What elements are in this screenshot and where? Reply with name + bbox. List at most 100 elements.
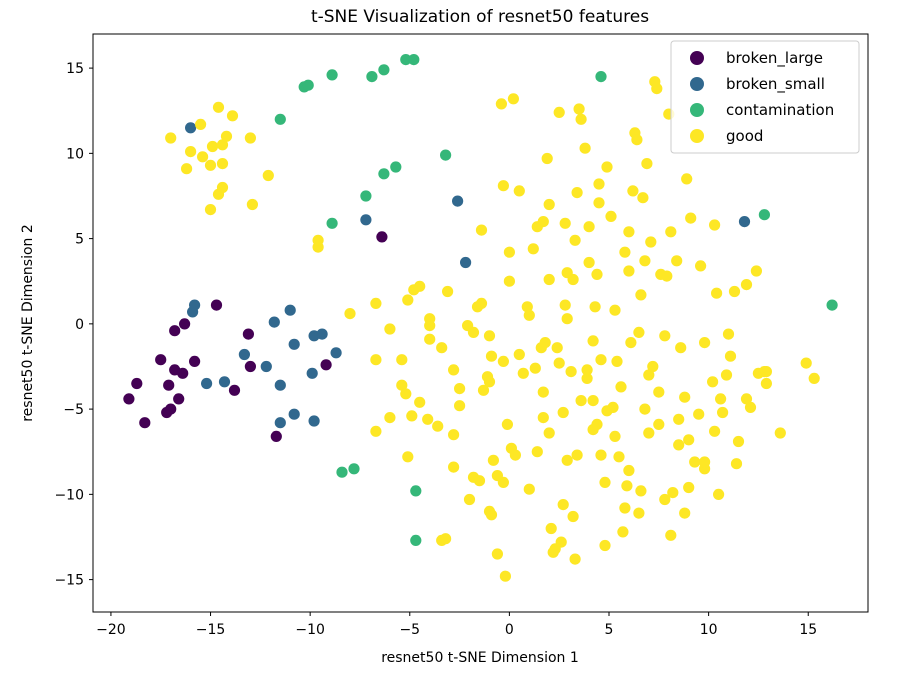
point-good-190 <box>551 342 563 354</box>
point-good-121 <box>619 502 631 514</box>
x-axis-ticks: −20 −15 −10 −5 0 5 10 15 <box>96 612 817 638</box>
point-good-63 <box>497 355 509 367</box>
point-broken_small-8 <box>274 379 286 391</box>
point-broken_large-5 <box>163 379 175 391</box>
point-good-19 <box>312 234 324 246</box>
point-good-38 <box>424 333 436 345</box>
legend-label-broken_small: broken_small <box>726 75 825 94</box>
point-good-172 <box>744 401 757 413</box>
legend-label-contamination: contamination <box>726 101 834 119</box>
x-tick-label-6: 10 <box>700 622 718 638</box>
point-contamination-0 <box>274 113 286 125</box>
point-good-162 <box>713 488 725 500</box>
point-broken_small-21 <box>738 216 751 228</box>
point-good-210 <box>583 221 595 233</box>
point-good-37 <box>424 313 436 325</box>
point-contamination-18 <box>758 209 771 221</box>
points-layer <box>123 54 838 582</box>
point-broken_small-5 <box>238 348 250 361</box>
point-good-212 <box>463 493 476 506</box>
point-good-72 <box>517 367 529 379</box>
point-broken_large-0 <box>123 393 135 405</box>
point-good-111 <box>595 354 607 366</box>
point-good-8 <box>212 101 225 113</box>
point-good-135 <box>645 236 657 248</box>
point-good-84 <box>545 522 557 535</box>
point-contamination-8 <box>366 71 378 83</box>
point-broken_small-13 <box>306 367 318 379</box>
point-good-122 <box>619 246 631 258</box>
point-broken_small-9 <box>274 417 286 429</box>
y-tick-label-0: −15 <box>54 573 84 589</box>
point-broken_large-15 <box>242 328 254 340</box>
point-good-51 <box>475 224 488 236</box>
point-good-204 <box>432 420 444 432</box>
point-broken_small-19 <box>452 195 464 207</box>
x-tick-label-0: −20 <box>96 622 126 638</box>
point-good-26 <box>396 354 408 366</box>
y-tick-label-4: 5 <box>75 232 84 248</box>
point-good-82 <box>543 273 555 286</box>
x-tick-label-7: 15 <box>799 622 817 638</box>
point-good-104 <box>583 256 595 269</box>
point-good-176 <box>760 377 773 390</box>
point-good-113 <box>599 476 611 488</box>
point-contamination-14 <box>410 485 422 497</box>
point-good-194 <box>635 485 647 497</box>
point-contamination-9 <box>378 168 390 180</box>
point-contamination-2 <box>302 79 314 91</box>
point-broken_large-2 <box>139 417 151 429</box>
point-good-126 <box>627 185 639 197</box>
y-tick-label-5: 10 <box>66 146 84 162</box>
point-good-45 <box>454 400 466 412</box>
point-good-145 <box>665 226 677 238</box>
point-good-91 <box>559 217 571 229</box>
point-good-171 <box>740 393 753 405</box>
point-good-156 <box>695 260 707 272</box>
point-good-12 <box>216 181 229 194</box>
point-good-16 <box>246 198 258 211</box>
point-good-221 <box>720 369 733 381</box>
point-good-149 <box>675 342 687 354</box>
point-good-195 <box>485 350 498 362</box>
point-good-69 <box>507 93 519 105</box>
point-good-197 <box>673 413 685 425</box>
point-good-205 <box>593 178 605 190</box>
point-good-116 <box>605 210 617 222</box>
point-good-168 <box>730 458 743 470</box>
point-good-34 <box>414 396 426 408</box>
point-good-73 <box>521 301 533 313</box>
point-good-28 <box>400 388 412 400</box>
point-contamination-15 <box>410 534 422 547</box>
point-good-137 <box>651 83 663 95</box>
point-contamination-5 <box>336 466 348 478</box>
point-good-22 <box>370 297 382 309</box>
point-good-52 <box>475 297 488 309</box>
point-broken_small-7 <box>268 316 280 328</box>
point-good-208 <box>699 337 711 349</box>
point-good-67 <box>503 246 515 258</box>
point-good-159 <box>709 219 721 231</box>
point-good-17 <box>262 169 274 182</box>
point-broken_large-1 <box>131 377 143 390</box>
point-good-39 <box>436 342 448 354</box>
point-broken_large-9 <box>173 393 185 405</box>
point-good-108 <box>591 268 603 280</box>
point-good-140 <box>659 330 671 342</box>
point-broken_small-11 <box>288 338 300 350</box>
point-good-33 <box>414 280 426 292</box>
point-contamination-3 <box>326 69 338 81</box>
point-broken_large-19 <box>376 231 388 243</box>
x-tick-label-1: −15 <box>196 622 226 638</box>
point-broken_large-11 <box>179 318 191 330</box>
point-broken_small-4 <box>218 376 231 388</box>
point-good-124 <box>623 226 635 238</box>
y-axis-ticks: −15 −10 −5 0 5 10 15 <box>54 61 93 589</box>
point-good-180 <box>808 372 820 384</box>
point-broken_large-13 <box>210 299 223 311</box>
point-good-97 <box>569 553 581 565</box>
point-good-138 <box>653 418 665 430</box>
point-good-206 <box>537 412 549 424</box>
point-good-9 <box>216 158 229 170</box>
